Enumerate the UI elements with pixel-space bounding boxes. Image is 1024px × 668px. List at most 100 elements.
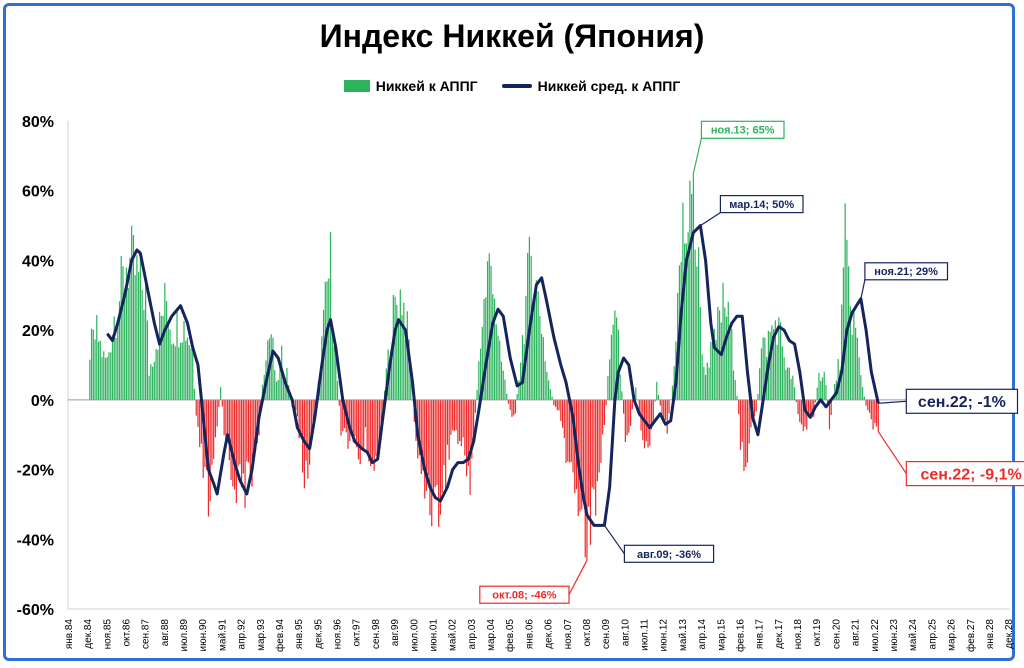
bar — [825, 384, 827, 400]
bar — [181, 342, 183, 400]
bar — [141, 289, 143, 400]
bar — [404, 339, 407, 400]
bar — [732, 370, 735, 400]
bar — [406, 311, 408, 400]
bar — [863, 396, 865, 400]
legend-label-bars: Никкей к АППГ — [375, 78, 478, 94]
bar — [495, 324, 497, 400]
bar — [743, 399, 745, 472]
bar — [814, 399, 817, 403]
bar — [629, 399, 632, 427]
bar — [602, 399, 604, 435]
bar — [450, 399, 452, 435]
bar — [312, 399, 314, 429]
bar — [649, 399, 651, 446]
x-tick-label: май.02 — [448, 619, 459, 651]
bar — [223, 399, 225, 436]
bar — [305, 399, 307, 461]
bar — [331, 327, 333, 400]
bar — [616, 317, 618, 400]
bar — [609, 359, 611, 400]
bar — [143, 309, 145, 400]
bar — [237, 399, 239, 467]
bar — [589, 399, 592, 545]
bar — [584, 399, 586, 558]
bar — [818, 373, 820, 400]
bar — [221, 399, 223, 407]
bar — [506, 393, 508, 400]
bar — [657, 395, 660, 400]
bar — [474, 399, 476, 413]
x-tick-label: апр.03 — [467, 619, 478, 650]
bar — [610, 334, 612, 400]
bar — [783, 357, 785, 400]
annotation-leader — [568, 559, 588, 595]
bar — [199, 399, 201, 448]
annotation-box — [905, 388, 1019, 414]
bar — [298, 399, 300, 438]
bar — [855, 327, 857, 400]
bar — [251, 399, 253, 487]
bar — [603, 399, 606, 425]
bar — [396, 304, 398, 400]
bar — [554, 399, 557, 407]
bar — [734, 380, 736, 400]
bar — [282, 371, 285, 400]
bar — [692, 173, 694, 400]
bar — [788, 367, 790, 400]
bar — [823, 371, 825, 400]
bar — [343, 399, 346, 429]
bar — [441, 399, 443, 493]
bar — [108, 352, 110, 400]
bar — [786, 367, 789, 400]
annotation-label: ноя.21; 29% — [874, 266, 938, 278]
x-tick-label: июн.01 — [429, 619, 440, 652]
bar — [478, 361, 480, 400]
annotation-box — [479, 585, 570, 604]
bar — [544, 361, 546, 400]
x-tick-label: сен.09 — [601, 619, 612, 649]
bar — [452, 399, 454, 430]
y-tick-label: -40% — [17, 532, 54, 549]
bar — [588, 399, 590, 507]
x-tick-label: май.91 — [217, 619, 228, 651]
bar — [363, 399, 365, 450]
bar — [124, 288, 126, 400]
bar — [371, 399, 374, 462]
bar — [148, 375, 150, 400]
bar — [635, 387, 637, 400]
x-tick-label: окт.97 — [352, 619, 363, 647]
x-tick-label: дек.06 — [544, 619, 555, 649]
bar — [546, 371, 548, 400]
bar — [849, 306, 851, 400]
bar — [209, 399, 211, 502]
bar — [631, 399, 633, 410]
bar — [160, 315, 162, 400]
bar — [99, 340, 101, 400]
bar — [703, 366, 705, 400]
bar — [113, 316, 115, 400]
x-tick-label: ноя.07 — [563, 619, 574, 650]
bar — [799, 399, 801, 423]
bar — [567, 399, 569, 462]
bar — [239, 399, 241, 465]
x-tick-label: дек.17 — [774, 619, 785, 649]
bar — [418, 399, 421, 456]
bar — [377, 399, 379, 452]
bar — [581, 399, 583, 510]
bar — [764, 337, 766, 400]
bar — [605, 399, 607, 406]
bar — [150, 364, 152, 400]
bar — [535, 280, 537, 400]
bar — [439, 399, 442, 515]
bar — [800, 399, 803, 425]
bar — [650, 399, 653, 430]
bar — [153, 361, 155, 400]
bar — [397, 322, 400, 400]
bar — [701, 354, 703, 400]
bar — [710, 341, 712, 400]
y-tick-label: 60% — [22, 184, 54, 201]
bar — [717, 306, 719, 400]
annotation-box — [864, 262, 949, 281]
